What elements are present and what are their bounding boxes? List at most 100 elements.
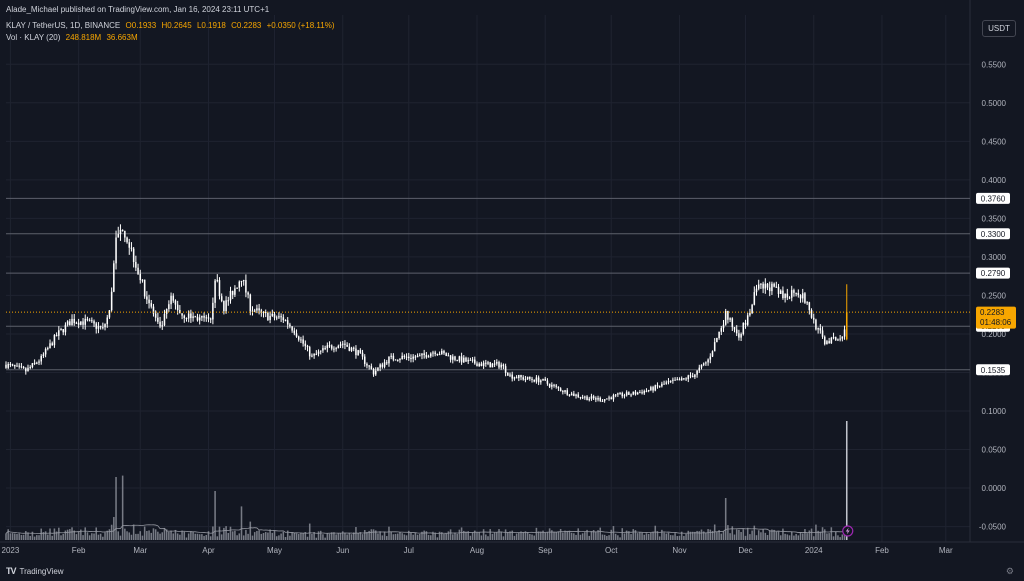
candle-body bbox=[537, 377, 540, 383]
candle-body bbox=[678, 379, 681, 381]
volume-bar bbox=[324, 537, 326, 540]
volume-bar bbox=[392, 534, 395, 540]
volume-bar bbox=[348, 532, 351, 540]
candle-body bbox=[529, 376, 531, 379]
candles bbox=[5, 224, 848, 403]
volume-bar bbox=[643, 534, 646, 540]
volume-bar bbox=[830, 527, 833, 540]
gear-icon[interactable]: ⚙ bbox=[1005, 566, 1014, 576]
volume-bar bbox=[841, 534, 844, 540]
volume-bar bbox=[231, 531, 234, 540]
candle-body bbox=[815, 319, 817, 330]
candle-body bbox=[99, 326, 102, 328]
candle-body bbox=[819, 328, 822, 331]
volume-bar bbox=[817, 530, 819, 540]
candle-body bbox=[452, 356, 454, 360]
volume-bar bbox=[790, 531, 793, 540]
candle-body bbox=[203, 315, 205, 318]
candle-body bbox=[823, 336, 826, 345]
volume-bar bbox=[458, 529, 461, 540]
candle-body bbox=[498, 362, 500, 368]
volume-bar bbox=[588, 535, 591, 540]
volume-bar bbox=[31, 531, 34, 540]
candle-body bbox=[269, 315, 271, 321]
level-price-label: 0.1535 bbox=[981, 366, 1006, 375]
candle-body bbox=[253, 310, 256, 312]
candle-body bbox=[817, 328, 819, 330]
footer-brand[interactable]: TV TradingView bbox=[6, 566, 64, 576]
volume-bar bbox=[300, 532, 302, 540]
volume-bar bbox=[729, 533, 731, 540]
candle-body bbox=[597, 397, 599, 400]
candle-body bbox=[614, 394, 617, 396]
volume-bar bbox=[172, 533, 175, 540]
volume-bar bbox=[93, 533, 95, 540]
candle-body bbox=[71, 318, 73, 326]
volume-bar bbox=[357, 533, 359, 540]
volume-bar bbox=[29, 535, 31, 540]
volume-bar bbox=[601, 534, 604, 540]
candle-body bbox=[18, 365, 20, 367]
volume-bar bbox=[731, 526, 734, 540]
volume-bar bbox=[819, 531, 822, 540]
candle-body bbox=[705, 362, 707, 364]
candle-body bbox=[93, 321, 95, 324]
candle-body bbox=[687, 375, 690, 380]
volume-bar bbox=[179, 534, 181, 540]
candle-body bbox=[722, 324, 725, 329]
publisher-line: Alade_Michael published on TradingView.c… bbox=[6, 5, 270, 14]
volume-bar bbox=[757, 530, 760, 540]
candle-body bbox=[749, 313, 751, 316]
volume-bar bbox=[619, 537, 621, 540]
candle-body bbox=[366, 363, 368, 366]
volume-bar bbox=[595, 531, 597, 540]
volume-bar bbox=[203, 535, 205, 540]
x-tick-label: Feb bbox=[72, 546, 86, 555]
volume-bar bbox=[366, 531, 368, 540]
candle-body bbox=[570, 393, 573, 396]
volume-bar bbox=[251, 535, 254, 540]
volume-bar bbox=[696, 530, 698, 540]
candle-body bbox=[639, 392, 641, 394]
volume-bar bbox=[423, 530, 425, 540]
volume-bar bbox=[238, 533, 241, 540]
currency-button[interactable]: USDT bbox=[982, 20, 1016, 37]
volume-bar bbox=[315, 537, 318, 540]
volume-bar bbox=[810, 528, 813, 540]
candle-body bbox=[447, 355, 450, 357]
candle-body bbox=[634, 391, 637, 395]
candle-body bbox=[612, 395, 615, 400]
volume-bar bbox=[62, 533, 64, 540]
y-tick-label: 0.0000 bbox=[982, 484, 1007, 493]
candle-body bbox=[148, 299, 150, 304]
volume-bar bbox=[740, 531, 742, 540]
volume-info: Vol · KLAY (20) 248.818M 36.663M bbox=[6, 33, 141, 42]
volume-bar bbox=[685, 533, 687, 540]
volume-bar bbox=[102, 536, 104, 540]
candle-body bbox=[709, 356, 712, 360]
volume-bar bbox=[608, 535, 610, 540]
volume-bar bbox=[275, 536, 278, 540]
candle-body bbox=[38, 361, 40, 363]
candle-body bbox=[575, 394, 577, 396]
volume-bar bbox=[654, 525, 657, 540]
volume-bar bbox=[724, 498, 727, 540]
volume-bar bbox=[786, 534, 789, 540]
volume-bar bbox=[432, 531, 434, 540]
volume-bar bbox=[746, 527, 749, 540]
candle-body bbox=[454, 356, 456, 360]
candle-body bbox=[390, 355, 392, 357]
candle-body bbox=[727, 311, 729, 320]
candle-body bbox=[623, 395, 626, 397]
volume-bar bbox=[419, 533, 421, 540]
volume-bar bbox=[828, 533, 830, 540]
volume-bar bbox=[405, 535, 408, 540]
candle-body bbox=[198, 317, 201, 321]
volume-bar bbox=[555, 532, 557, 540]
volume-bar bbox=[623, 533, 626, 540]
candle-body bbox=[231, 290, 234, 295]
volume-bar bbox=[487, 536, 489, 540]
volume-bar bbox=[762, 528, 764, 540]
candle-body bbox=[427, 356, 430, 358]
